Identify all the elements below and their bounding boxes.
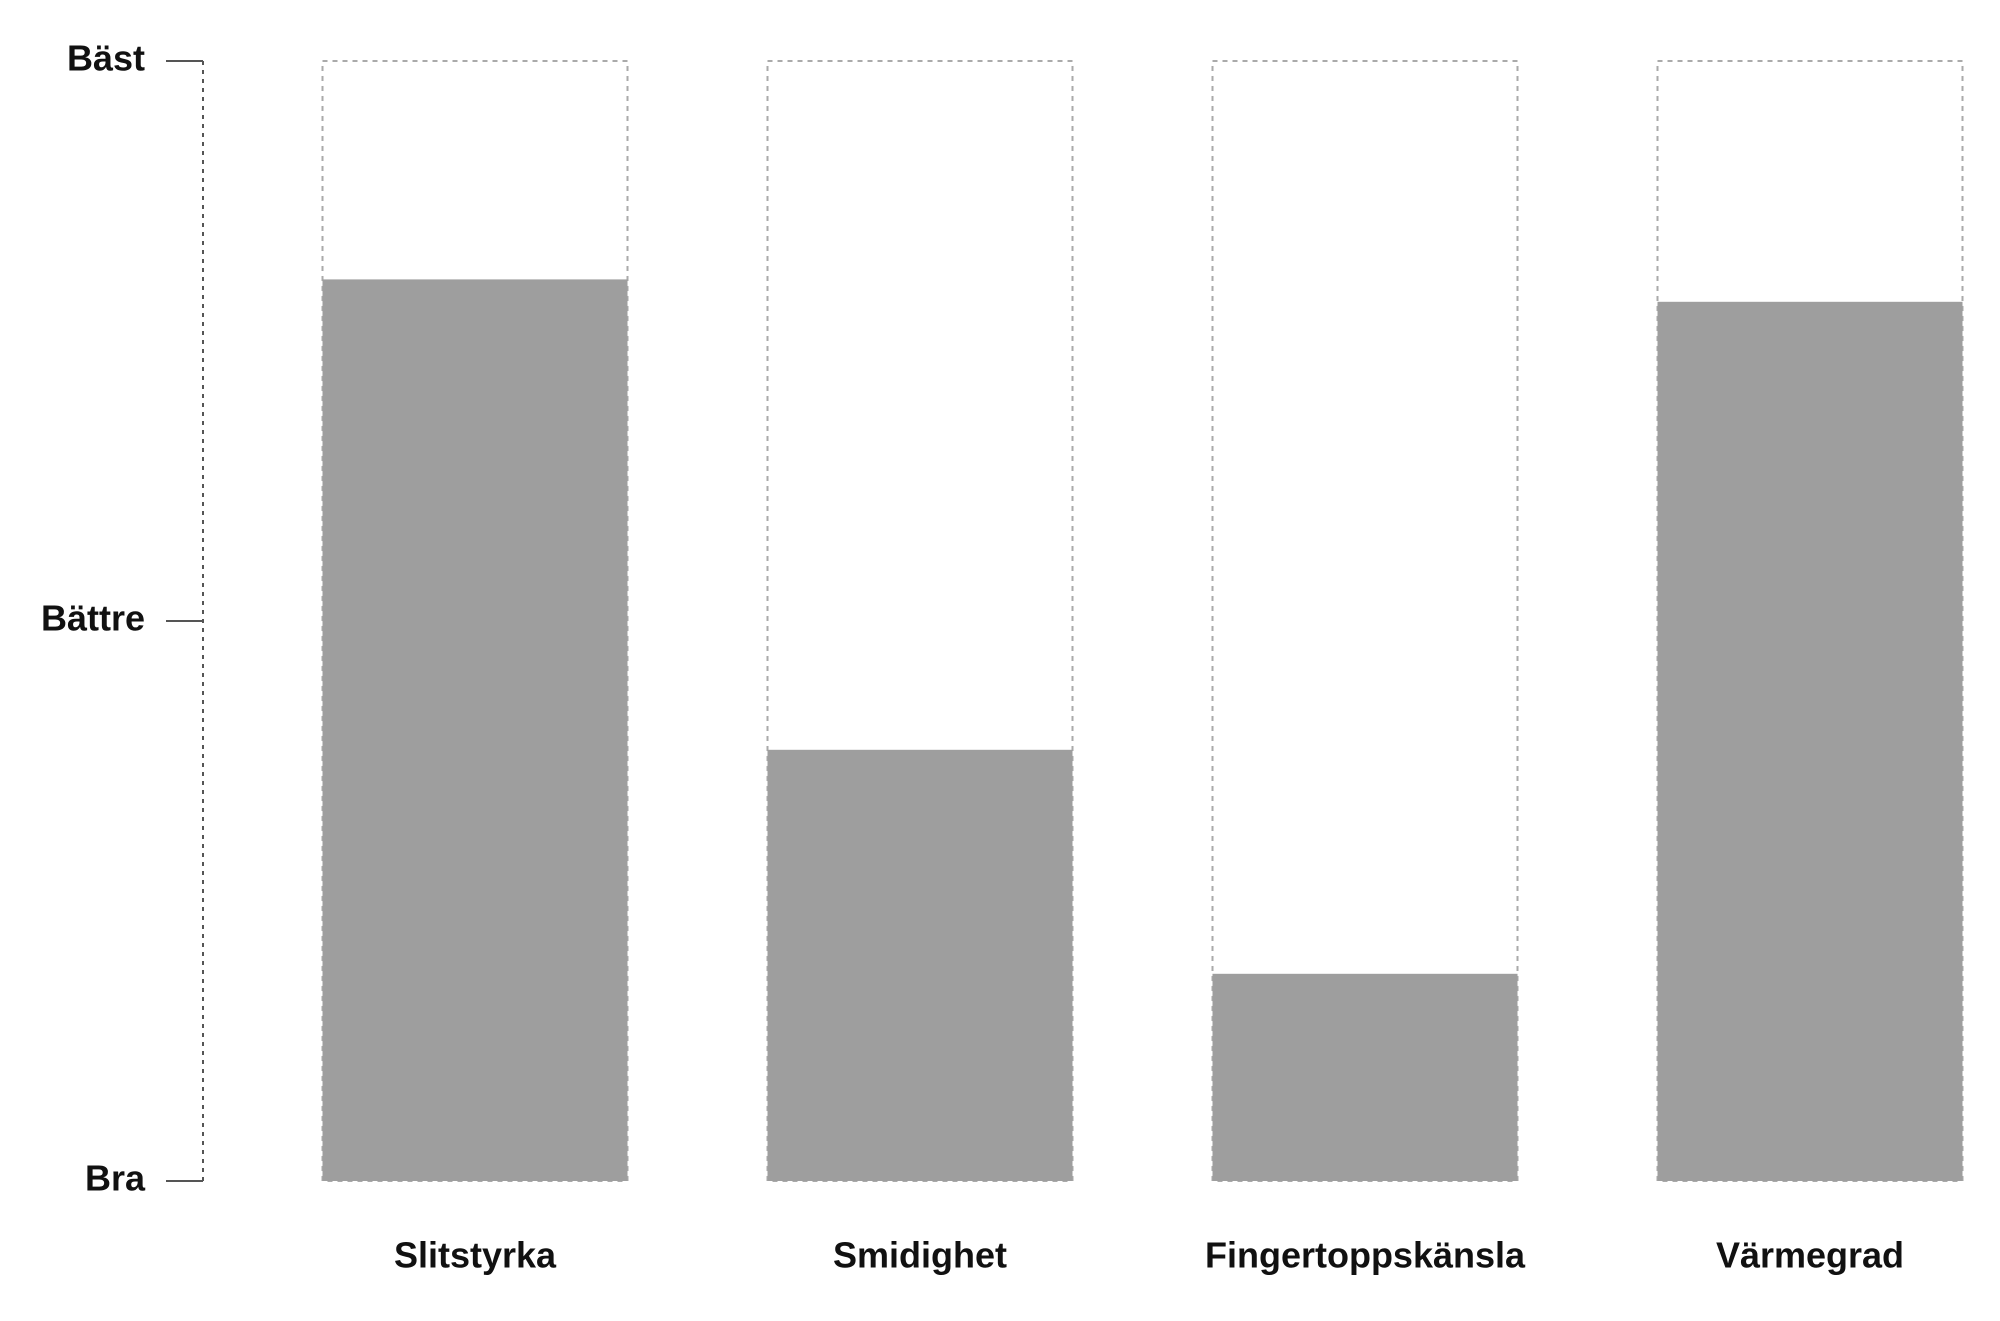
bar-outline [1211, 60, 1519, 1182]
bar [767, 749, 1073, 1181]
x-tick-label: Värmegrad [1716, 1235, 1904, 1276]
x-tick-label: Slitstyrka [394, 1235, 557, 1276]
y-tick-label: Bra [85, 1158, 146, 1199]
x-tick-label: Smidighet [833, 1235, 1007, 1276]
bar [1657, 301, 1963, 1181]
y-tick-label: Bäst [67, 38, 145, 79]
bar-outline [766, 60, 1074, 1182]
x-tick-label: Fingertoppskänsla [1205, 1235, 1526, 1276]
bar [1212, 973, 1518, 1181]
y-tick-label: Bättre [41, 598, 145, 639]
bar [322, 279, 628, 1181]
